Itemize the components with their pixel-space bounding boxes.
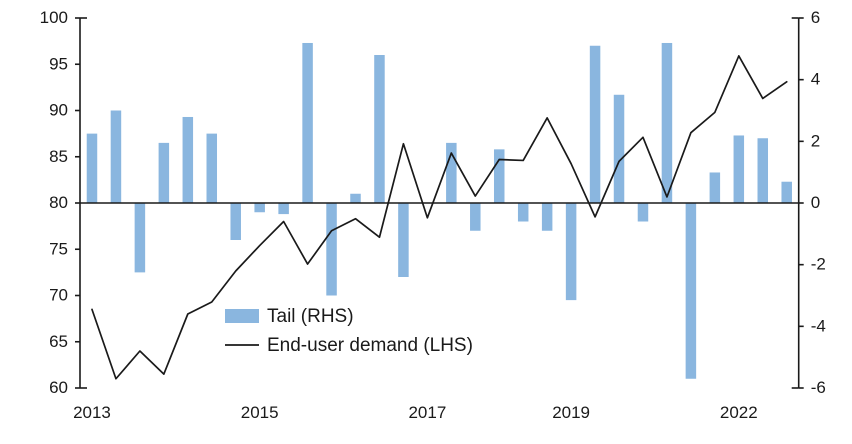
svg-text:95: 95 <box>49 54 68 73</box>
svg-text:90: 90 <box>49 101 68 120</box>
svg-text:85: 85 <box>49 147 68 166</box>
svg-text:-2: -2 <box>811 255 826 274</box>
svg-text:2017: 2017 <box>408 403 446 422</box>
svg-text:-4: -4 <box>811 316 826 335</box>
svg-text:2: 2 <box>811 131 820 150</box>
svg-text:-6: -6 <box>811 378 826 397</box>
svg-text:2015: 2015 <box>241 403 279 422</box>
svg-text:2022: 2022 <box>720 403 758 422</box>
svg-text:2019: 2019 <box>552 403 590 422</box>
svg-text:0: 0 <box>811 193 820 212</box>
svg-text:60: 60 <box>49 378 68 397</box>
svg-text:100: 100 <box>40 8 68 27</box>
svg-text:2013: 2013 <box>73 403 111 422</box>
svg-text:80: 80 <box>49 193 68 212</box>
svg-text:70: 70 <box>49 286 68 305</box>
svg-text:75: 75 <box>49 239 68 258</box>
svg-text:6: 6 <box>811 8 820 27</box>
svg-text:4: 4 <box>811 70 820 89</box>
svg-text:End-user demand (LHS): End-user demand (LHS) <box>267 335 473 356</box>
svg-text:65: 65 <box>49 332 68 351</box>
svg-text:Tail (RHS): Tail (RHS) <box>267 306 354 327</box>
